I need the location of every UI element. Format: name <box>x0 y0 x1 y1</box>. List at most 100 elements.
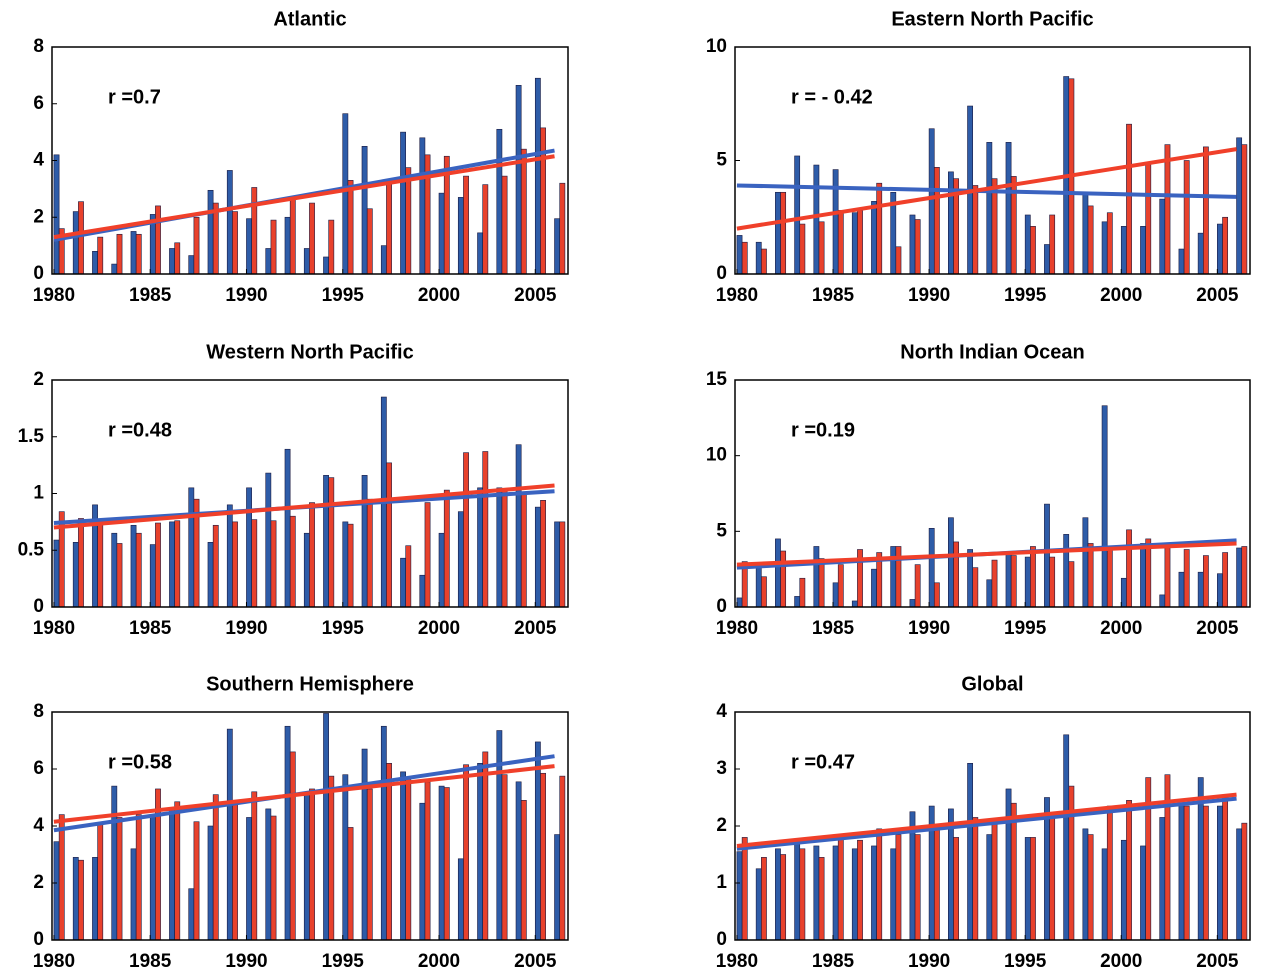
bar <box>780 854 787 941</box>
x-tick-label: 2005 <box>1196 951 1239 972</box>
bar <box>361 748 368 941</box>
bar <box>1024 837 1031 941</box>
bar <box>890 546 897 608</box>
bar <box>501 774 508 941</box>
bar <box>328 477 335 608</box>
x-tick-label: 1990 <box>908 285 950 306</box>
x-tick-label: 2000 <box>418 285 460 306</box>
bar <box>284 216 291 275</box>
bar <box>1241 546 1248 608</box>
bar <box>991 559 998 608</box>
bar <box>813 845 820 941</box>
bar <box>1164 543 1171 608</box>
bar <box>914 564 921 608</box>
bar <box>1101 405 1108 608</box>
y-tick-label: 0 <box>33 929 44 950</box>
bar <box>303 791 310 941</box>
bar <box>265 808 272 941</box>
panel: Atlantic 0 2 4 6 8 1980 1985 1990 1995 2000 2005 r =… <box>33 8 569 306</box>
bar <box>477 232 484 275</box>
bar <box>251 791 258 941</box>
bar <box>1010 555 1017 608</box>
bar <box>193 821 200 941</box>
bar <box>1044 503 1050 608</box>
bar <box>246 487 252 608</box>
bar <box>1140 543 1146 608</box>
bar <box>520 493 527 608</box>
panel-title: Global <box>961 673 1023 695</box>
bar <box>775 538 781 608</box>
bar <box>1030 837 1036 941</box>
bar <box>1049 814 1056 941</box>
bar <box>386 762 392 941</box>
bar <box>78 201 84 275</box>
bar <box>501 489 508 608</box>
bar <box>328 775 335 941</box>
bar <box>1178 802 1185 941</box>
bar <box>212 202 219 275</box>
bar <box>457 197 464 275</box>
bar <box>1183 549 1190 608</box>
y-tick-label: 10 <box>706 36 727 57</box>
bar <box>246 218 252 275</box>
bar <box>1101 848 1108 941</box>
bar <box>1183 805 1190 941</box>
bar <box>97 236 104 275</box>
annotation: r =0.19 <box>791 419 855 441</box>
bar <box>515 781 522 941</box>
bar <box>909 599 916 608</box>
bar <box>871 201 877 275</box>
bar <box>1106 212 1113 275</box>
bar <box>755 562 762 608</box>
bar <box>876 828 883 941</box>
bar <box>755 868 762 941</box>
bar <box>986 834 993 941</box>
bar <box>554 218 561 275</box>
bar <box>78 518 84 608</box>
bar <box>207 189 214 275</box>
bar <box>1140 226 1146 275</box>
bar <box>1068 785 1075 941</box>
bar <box>270 815 277 941</box>
trend-line <box>53 483 555 530</box>
bar <box>1063 734 1070 941</box>
trend-line <box>736 183 1237 199</box>
bar <box>1101 221 1108 275</box>
bar <box>755 241 762 275</box>
x-tick-label: 1995 <box>322 285 365 306</box>
bar <box>1049 214 1056 275</box>
bar <box>309 788 315 941</box>
y-tick-label: 0 <box>716 596 727 617</box>
bar <box>851 848 858 941</box>
bar <box>1217 573 1223 608</box>
bar <box>1030 226 1036 275</box>
bar <box>188 255 195 275</box>
bar <box>1197 232 1204 275</box>
bar <box>347 827 354 941</box>
trend-line <box>736 792 1237 848</box>
bar <box>832 845 839 941</box>
bar <box>155 522 161 608</box>
y-tick-label: 10 <box>706 445 727 466</box>
x-tick-label: 1995 <box>322 951 365 972</box>
bar <box>424 502 431 608</box>
bar <box>419 802 426 941</box>
bar <box>953 837 959 941</box>
x-tick-label: 2005 <box>514 618 557 639</box>
bar <box>289 751 296 941</box>
bar <box>1087 205 1094 275</box>
bar <box>232 521 238 608</box>
bar <box>794 839 801 941</box>
bar <box>986 579 993 608</box>
bar <box>871 568 877 608</box>
bar <box>284 448 291 608</box>
bar <box>207 542 214 608</box>
bar <box>1178 248 1185 275</box>
x-tick-label: 1985 <box>129 951 172 972</box>
bar <box>972 567 979 608</box>
bar <box>832 582 839 608</box>
panel: North Indian Ocean 0 5 10 15 1980 1985 1990 1995… <box>706 341 1251 639</box>
bar <box>967 549 974 608</box>
bar <box>1120 839 1127 941</box>
x-tick-label: 1995 <box>322 618 365 639</box>
